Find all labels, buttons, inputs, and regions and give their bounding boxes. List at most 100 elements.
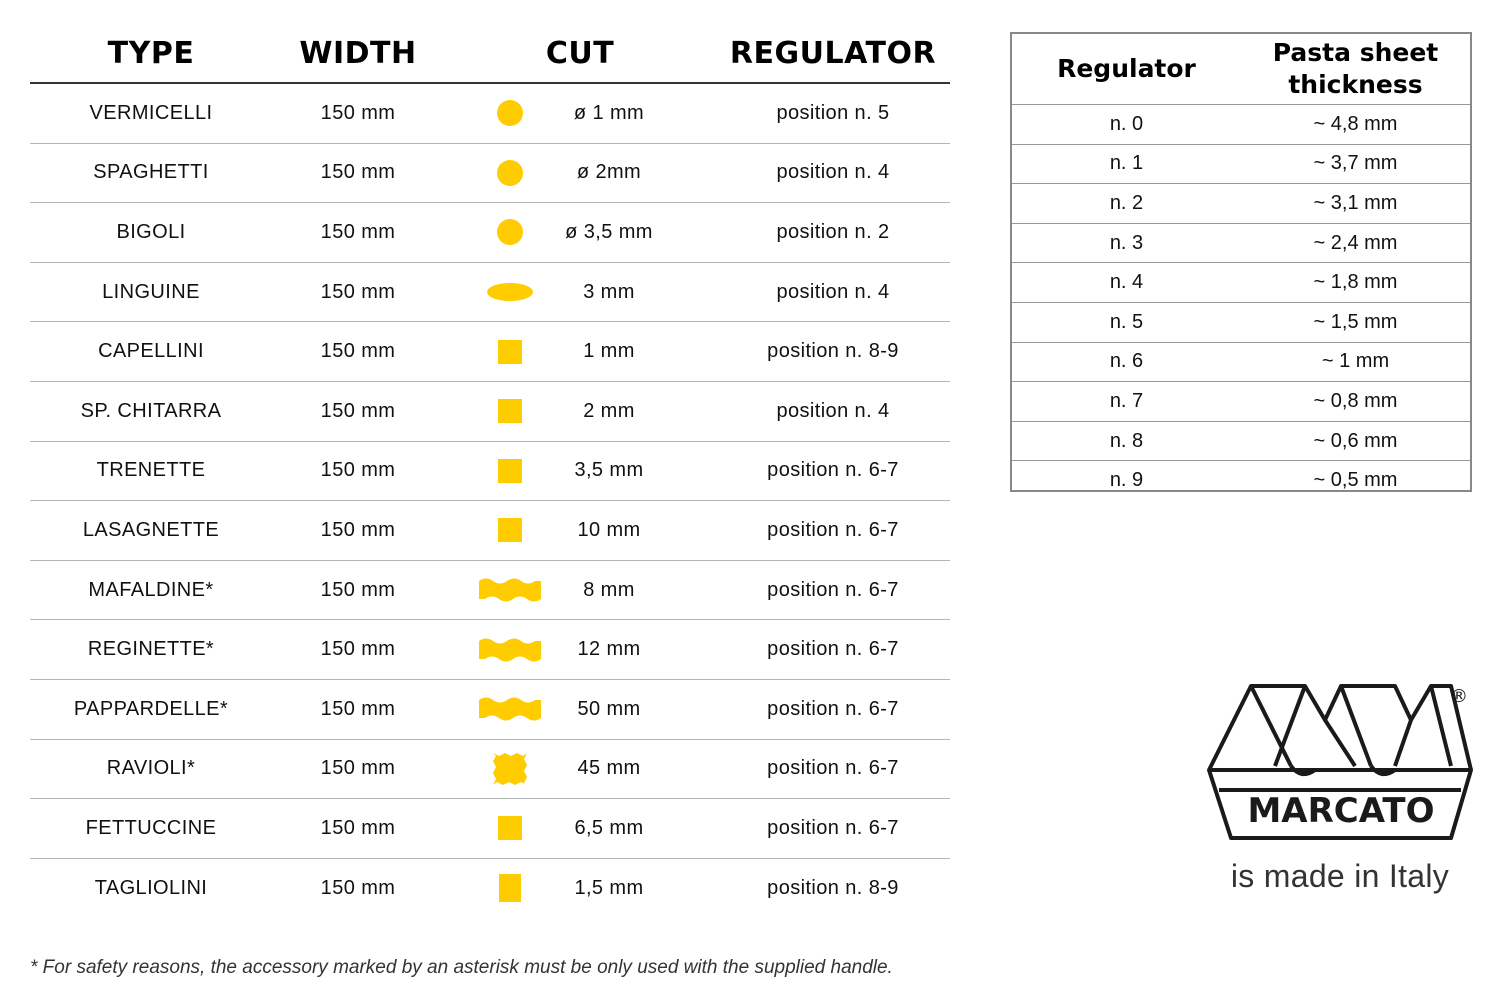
cut-size: 45 mm [577,757,641,780]
table-row: PAPPARDELLE* 150 mm 50 mm position n. 6-7 [30,680,950,740]
pasta-type: SP. CHITARRA [80,399,222,422]
regulator-position: n. 2 [1109,191,1144,214]
cut-shape-square-icon [444,501,576,560]
cut-size: ø 3,5 mm [565,220,653,243]
pasta-cut-table: TYPE WIDTH CUT REGULATOR VERMICELLI 150 m… [30,24,950,917]
cut-size: 3,5 mm [574,459,644,482]
table-row: FETTUCCINE 150 mm 6,5 mm position n. 6-7 [30,799,950,859]
cut-shape-square-icon [444,799,576,858]
pasta-type: MAFALDINE* [88,578,214,601]
pasta-regulator: position n. 2 [776,220,890,243]
pasta-regulator: position n. 4 [776,161,890,184]
regulator-position: n. 9 [1109,469,1144,492]
header-thickness-line1: Pasta sheet [1272,38,1439,67]
thickness-table-header: Regulator Pasta sheet thickness [1012,34,1470,105]
pasta-width: 150 mm [320,161,396,184]
brand-name: MARCATO [1247,791,1434,831]
pasta-width: 150 mm [320,638,396,661]
pasta-type: TAGLIOLINI [94,876,208,899]
regulator-position: n. 8 [1109,429,1144,452]
pasta-cut: 50 mm [444,680,716,739]
cut-shape-circle-icon [444,203,576,262]
pasta-regulator: position n. 4 [776,399,890,422]
pasta-width: 150 mm [320,220,396,243]
pasta-cut: 45 mm [444,740,716,799]
sheet-thickness: ~ 0,8 mm [1313,389,1398,412]
thickness-row: n. 1 ~ 3,7 mm [1012,145,1470,185]
sheet-thickness: ~ 2,4 mm [1313,231,1398,254]
pasta-width: 150 mm [320,399,396,422]
marcato-logo: MARCATO ® [1205,680,1477,900]
pasta-width: 150 mm [320,876,396,899]
regulator-position: n. 4 [1109,271,1144,294]
pasta-width: 150 mm [320,280,396,303]
pasta-type: LASAGNETTE [82,518,220,541]
table-row: CAPELLINI 150 mm 1 mm position n. 8-9 [30,322,950,382]
pasta-cut: 3,5 mm [444,442,716,501]
sheet-thickness: ~ 1 mm [1321,350,1390,373]
regulator-position: n. 1 [1109,152,1144,175]
pasta-cut: ø 3,5 mm [444,203,716,262]
regulator-position: n. 7 [1109,389,1144,412]
regulator-position: n. 0 [1109,112,1144,135]
cut-size: ø 2mm [576,161,642,184]
table-row: BIGOLI 150 mm ø 3,5 mm position n. 2 [30,203,950,263]
pasta-cut: 6,5 mm [444,799,716,858]
pasta-regulator: position n. 8-9 [767,876,899,899]
pasta-width: 150 mm [320,757,396,780]
regulator-position: n. 5 [1109,310,1144,333]
pasta-cut: 3 mm [444,263,716,322]
cut-size: 1,5 mm [574,876,644,899]
pasta-regulator: position n. 6-7 [767,518,899,541]
cut-shape-wavy-icon [444,561,576,620]
cut-shape-circle-icon [444,84,576,143]
cut-size: 12 mm [577,638,641,661]
pasta-type: BIGOLI [116,220,186,243]
pasta-type: RAVIOLI* [106,757,196,780]
pasta-width: 150 mm [320,340,396,363]
cut-size: ø 1 mm [573,101,645,124]
table-body: VERMICELLI 150 mm ø 1 mm position n. 5 SPAGH… [30,84,950,917]
pasta-regulator: position n. 6-7 [767,459,899,482]
thickness-row: n. 8 ~ 0,6 mm [1012,422,1470,462]
table-row: RAVIOLI* 150 mm 45 mm position n. 6-7 [30,740,950,800]
table-row: SPAGHETTI 150 mm ø 2mm position n. 4 [30,144,950,204]
pasta-cut: 1 mm [444,322,716,381]
pasta-cut: ø 1 mm [444,84,716,143]
pasta-type: LINGUINE [102,280,200,303]
cut-shape-ravioli-icon [444,740,576,799]
pasta-regulator: position n. 6-7 [767,757,899,780]
cut-size: 50 mm [577,697,641,720]
pasta-cut: 8 mm [444,561,716,620]
pasta-type: SPAGHETTI [93,161,209,184]
pasta-regulator: position n. 8-9 [767,340,899,363]
pasta-cut: 12 mm [444,620,716,679]
table-row: SP. CHITARRA 150 mm 2 mm position n. 4 [30,382,950,442]
cut-shape-ellipse-icon [444,263,576,322]
pasta-regulator: position n. 5 [776,101,890,124]
cut-size: 8 mm [583,578,635,601]
pasta-regulator: position n. 6-7 [767,697,899,720]
cut-shape-square-icon [444,442,576,501]
pasta-type: CAPELLINI [98,340,204,363]
table-row: REGINETTE* 150 mm 12 mm position n. 6-7 [30,620,950,680]
pasta-regulator: position n. 4 [776,280,890,303]
marcato-logo-mark: MARCATO ® [1207,684,1473,840]
regulator-position: n. 3 [1109,231,1144,254]
brand-tagline: is made in Italy [1230,858,1450,894]
table-row: LINGUINE 150 mm 3 mm position n. 4 [30,263,950,323]
pasta-type: PAPPARDELLE* [73,697,229,720]
thickness-table-body: n. 0 ~ 4,8 mm n. 1 ~ 3,7 mm n. 2 ~ 3,1 mm n. 3… [1012,105,1470,500]
header-regulator-col: Regulator [1057,54,1196,83]
thickness-table: Regulator Pasta sheet thickness n. 0 ~ 4,… [1010,32,1472,492]
header-regulator: REGULATOR [729,35,937,71]
cut-size: 1 mm [583,340,635,363]
thickness-row: n. 0 ~ 4,8 mm [1012,105,1470,145]
thickness-row: n. 4 ~ 1,8 mm [1012,263,1470,303]
pasta-regulator: position n. 6-7 [767,638,899,661]
cut-shape-tall-rect-icon [444,859,576,918]
registered-mark: ® [1450,686,1468,707]
pasta-cut: 10 mm [444,501,716,560]
pasta-width: 150 mm [320,101,396,124]
header-thickness-line2: thickness [1288,70,1423,99]
